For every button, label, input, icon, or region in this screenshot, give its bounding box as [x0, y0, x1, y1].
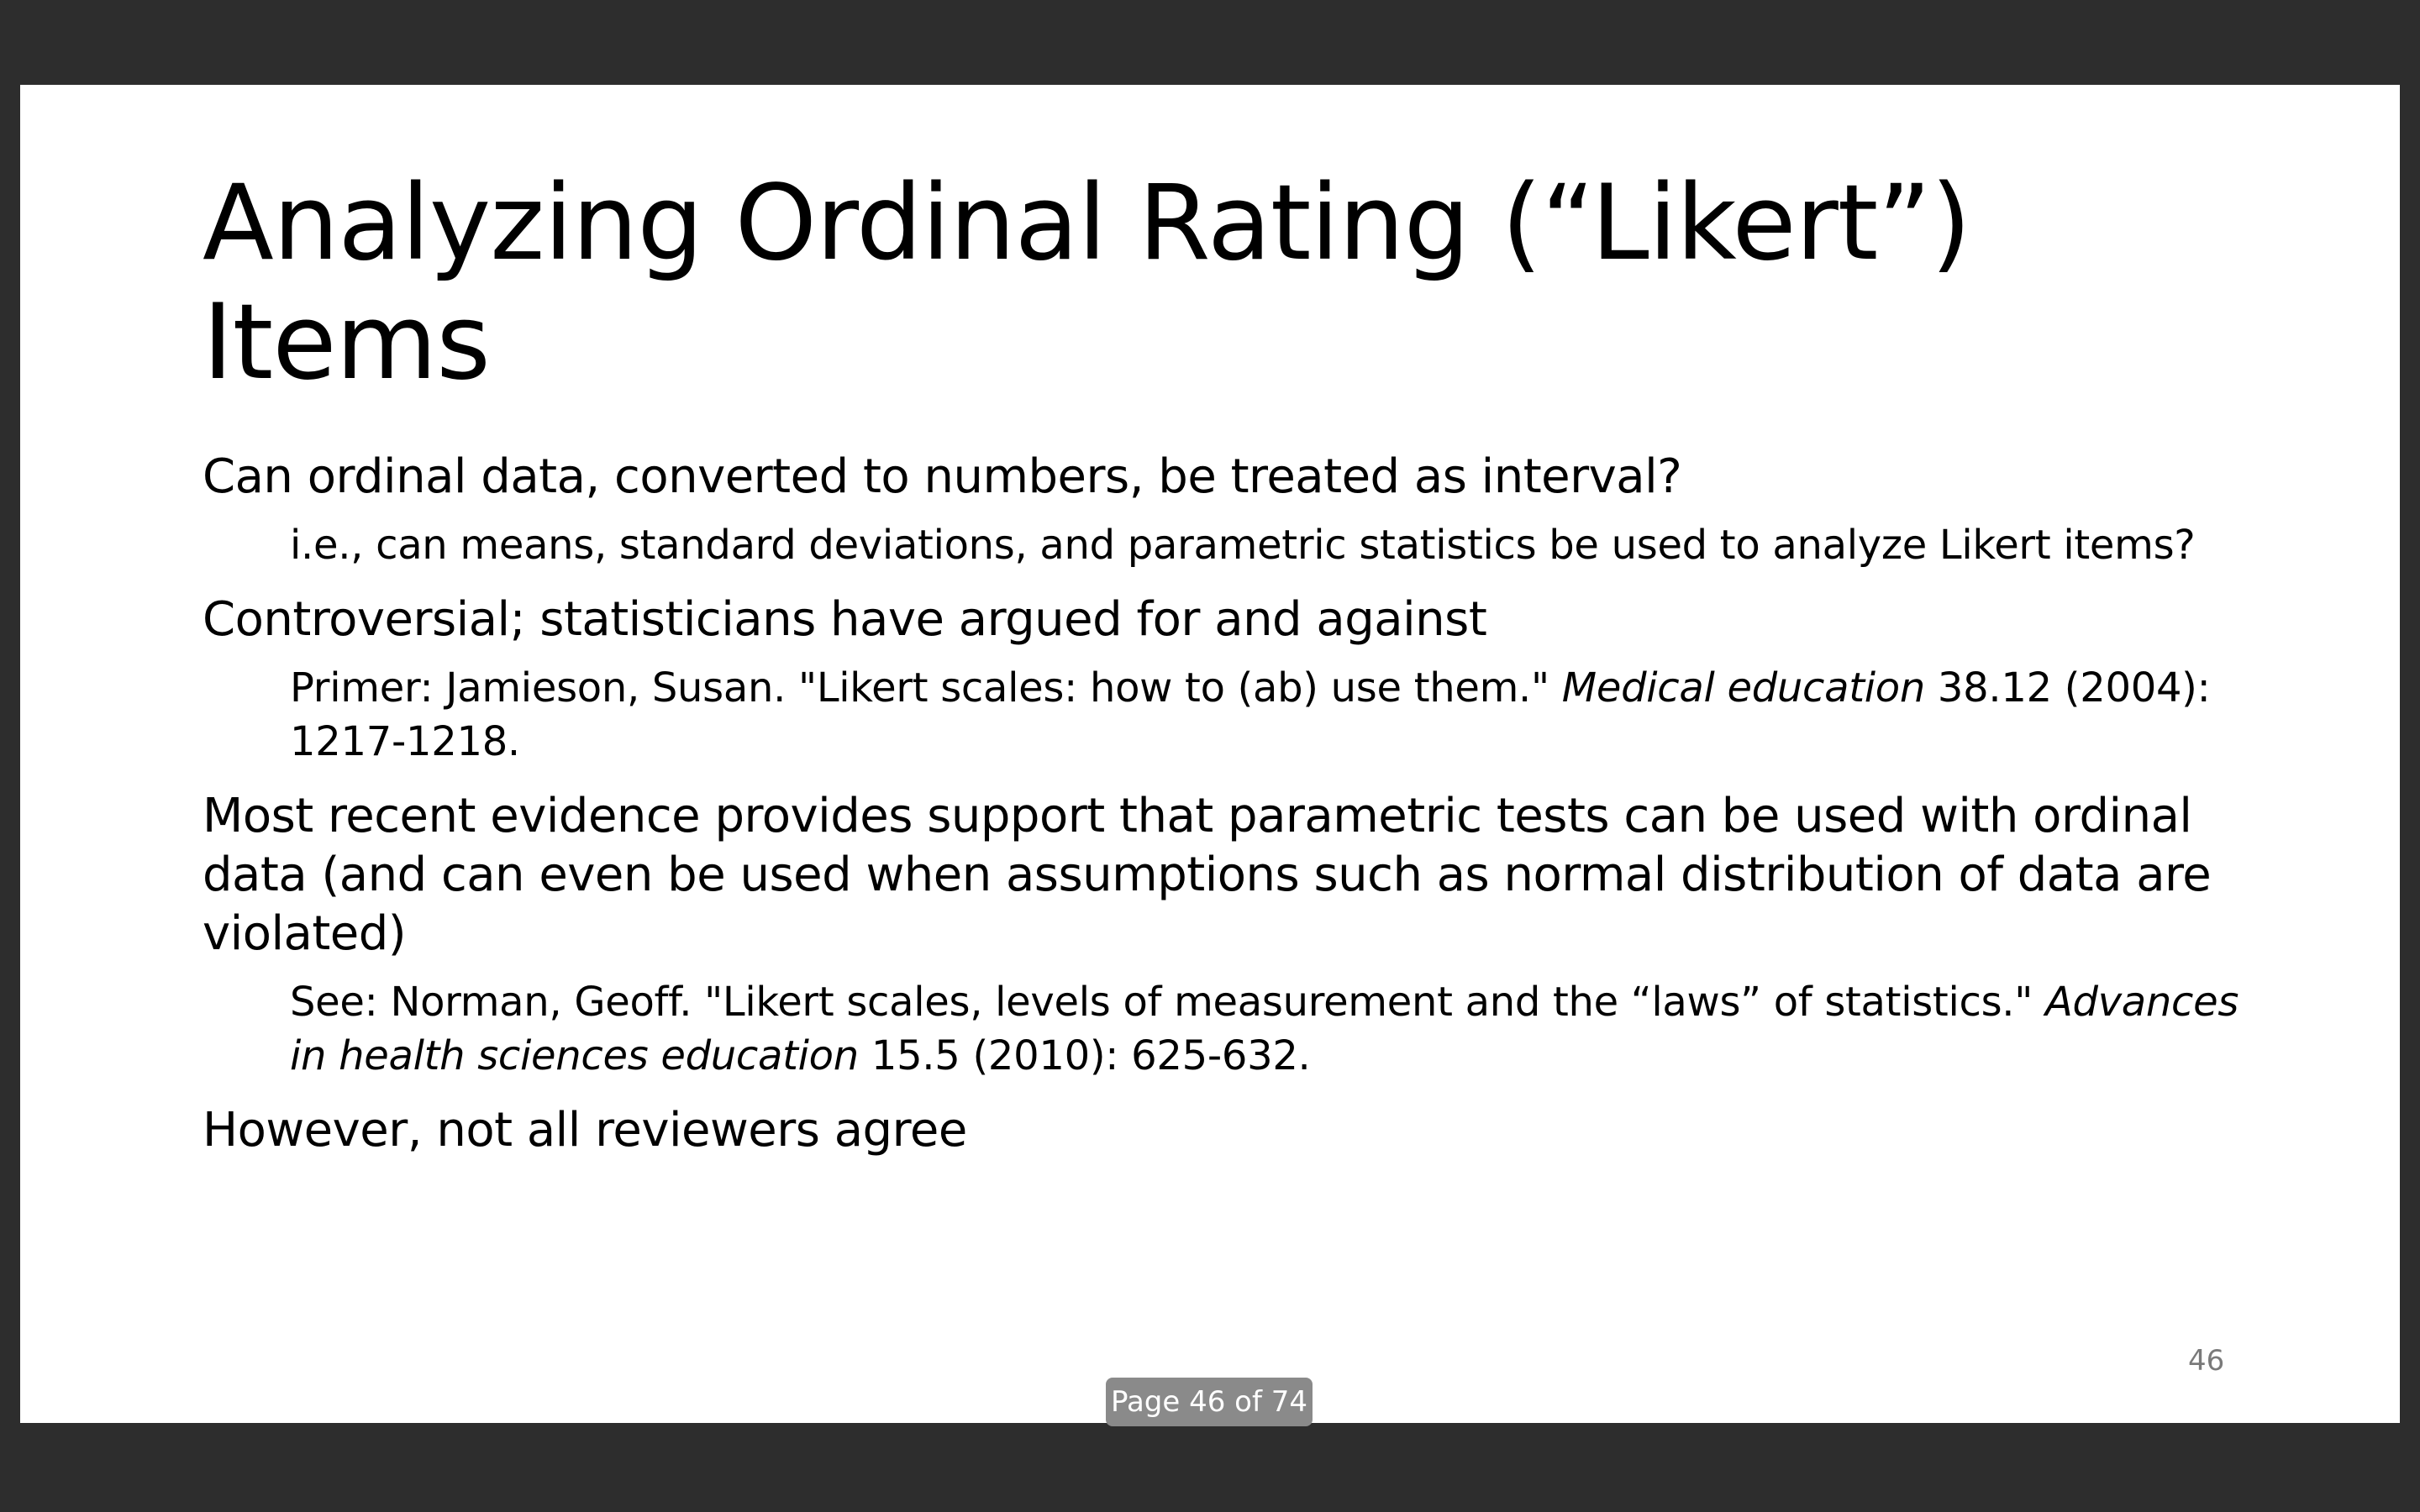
- citation-text: See: Norman, Geoff. "Likert scales, leve…: [290, 979, 2045, 1026]
- bullet-reviewers-disagree: However, not all reviewers agree: [203, 1103, 967, 1158]
- page-indicator: Page 46 of 74: [1106, 1378, 1313, 1426]
- citation-journal: Medical education: [1561, 664, 1926, 711]
- citation-details: 15.5 (2010): 625-632.: [858, 1032, 1311, 1079]
- bullet-recent-evidence: Most recent evidence provides support th…: [203, 789, 2212, 961]
- citation-text: Primer: Jamieson, Susan. "Likert scales:…: [290, 664, 1562, 711]
- citation-details: 38.12 (2004): 1217-1218.: [290, 664, 2211, 765]
- sub-bullet-means-question: i.e., can means, standard deviations, an…: [290, 522, 2196, 569]
- slide-page: Analyzing Ordinal Rating (“Likert”) Item…: [20, 85, 2400, 1423]
- slide-number: 46: [2188, 1344, 2225, 1378]
- bullet-ordinal-question: Can ordinal data, converted to numbers, …: [203, 449, 1682, 504]
- slide-body: Can ordinal data, converted to numbers, …: [203, 448, 2253, 1172]
- citation-journal: Advances in health sciences education: [290, 979, 2239, 1079]
- slide-title: Analyzing Ordinal Rating (“Likert”) Item…: [203, 163, 1971, 403]
- sub-bullet-jamieson-citation: Primer: Jamieson, Susan. "Likert scales:…: [290, 661, 2253, 769]
- sub-bullet-norman-citation: See: Norman, Geoff. "Likert scales, leve…: [290, 975, 2253, 1083]
- bullet-controversial: Controversial; statisticians have argued…: [203, 592, 1487, 647]
